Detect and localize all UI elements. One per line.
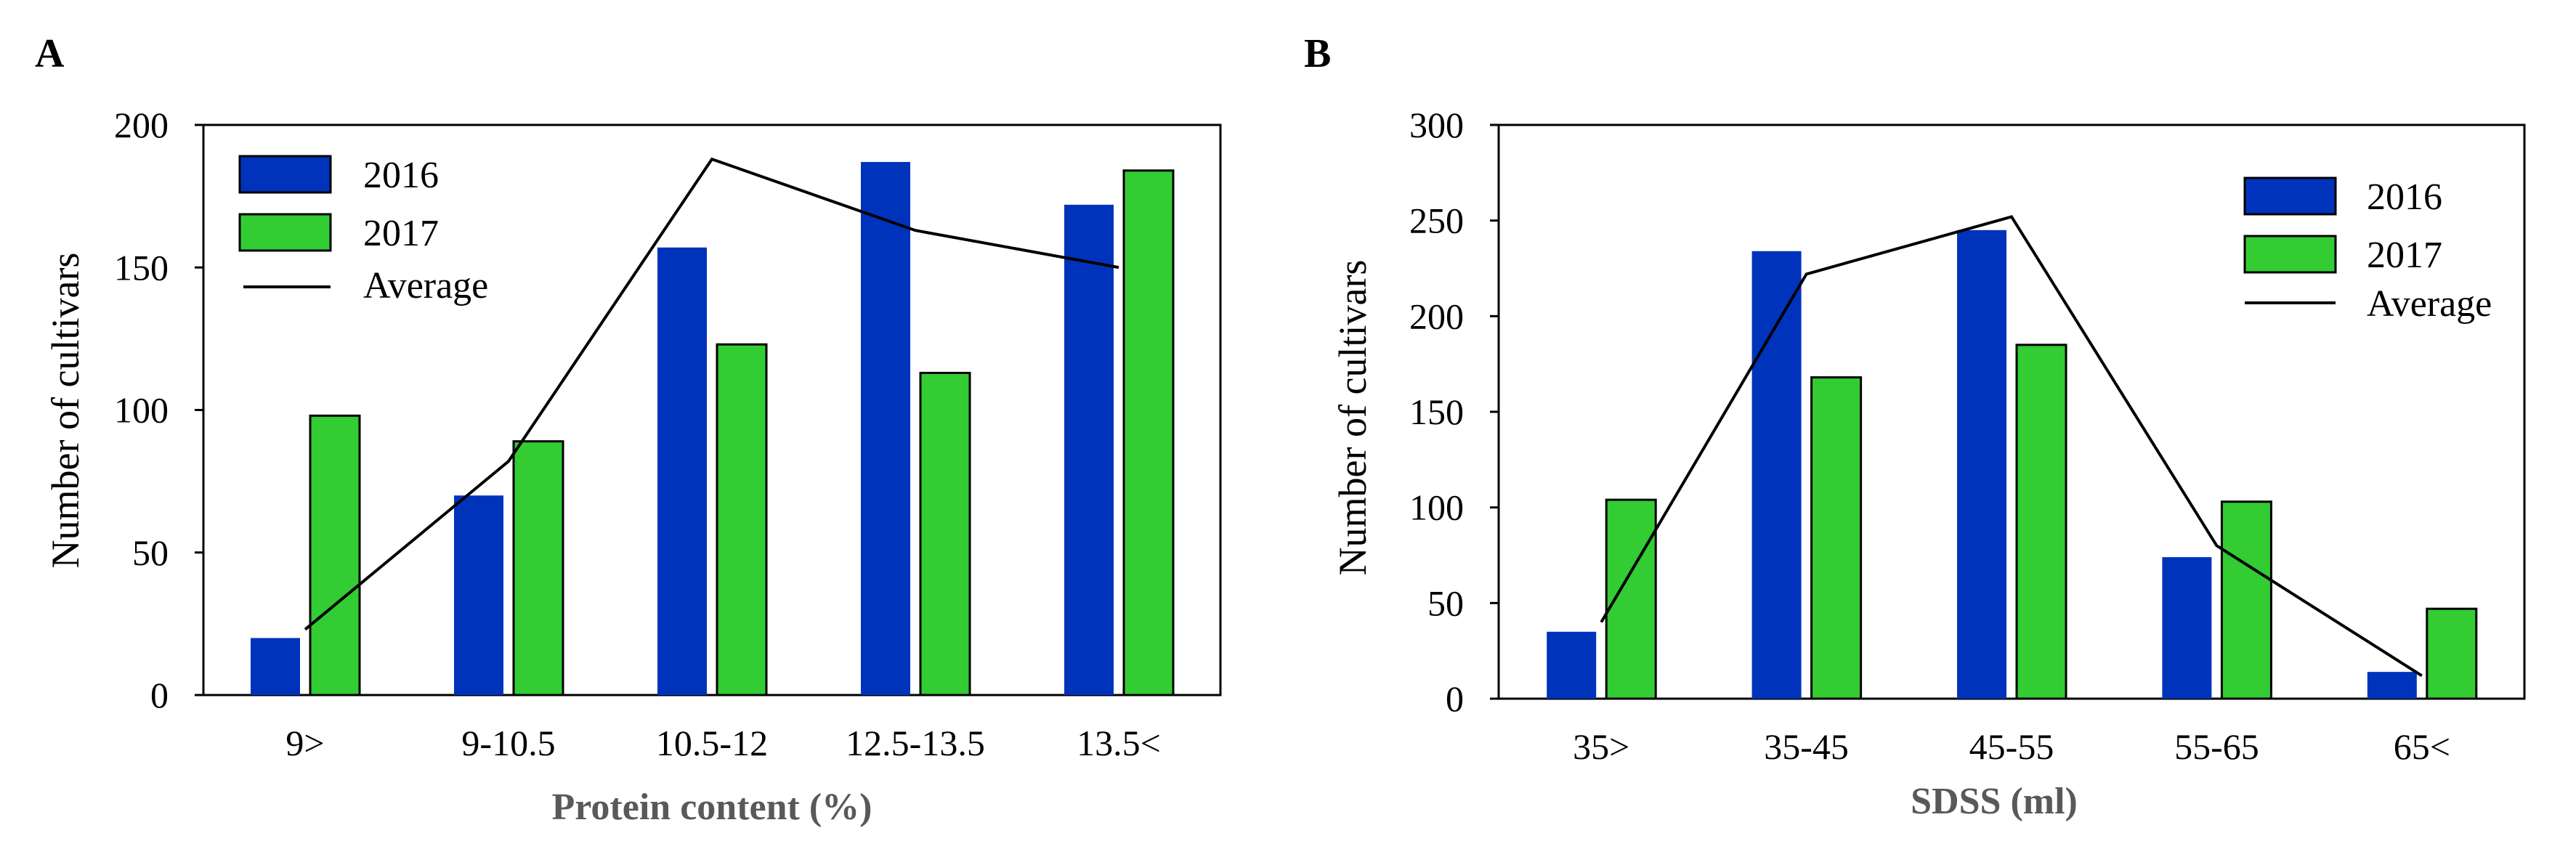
y-tick-label-150-b: 150: [1409, 391, 1464, 432]
y-tick-label-200-b: 200: [1409, 296, 1464, 336]
y-axis-label-b: Number of cultivars: [1331, 260, 1374, 576]
legend-label-2017-a: 2017: [363, 213, 439, 254]
y-tick-label-50-a: 50: [132, 532, 169, 573]
y-tick-label-100-a: 100: [114, 390, 169, 431]
bar-2016-45-55-b: [1957, 230, 2006, 699]
y-tick-label-200-a: 200: [114, 105, 169, 145]
bar-2017-65-b: [2426, 607, 2478, 700]
bar-2016-35-b: [1547, 631, 1597, 699]
x-tick-label-35-45-b: 35-45: [1764, 726, 1849, 767]
x-tick-label-45-55-b: 45-55: [1969, 726, 2054, 767]
panel-letter-a: A: [35, 31, 65, 76]
y-tick-label-300-b: 300: [1409, 105, 1464, 145]
x-tick-label-9-10-5-a: 9-10.5: [461, 723, 555, 763]
y-axis-label-a: Number of cultivars: [44, 253, 87, 569]
x-tick-label-13-5-a: 13.5<: [1077, 723, 1161, 763]
y-tick-label-150-a: 150: [114, 247, 169, 288]
legend-swatch-2016-b: [2243, 176, 2337, 216]
x-axis-label-b: SDSS (ml): [1911, 781, 2078, 822]
bar-2017-9-10-5-a: [512, 440, 564, 696]
bar-2017-55-65-b: [2220, 500, 2272, 700]
bar-2016-13-5-a: [1064, 204, 1114, 695]
bar-2016-12-5-13-5-a: [861, 162, 910, 695]
legend-swatch-2017-b: [2243, 235, 2337, 274]
chart-panel-b: B Number of cultivars SDSS (ml) 2016 201…: [1304, 31, 2526, 822]
y-tick-label-0-b: 0: [1446, 678, 1464, 719]
legend-label-2016-a: 2016: [363, 155, 439, 196]
bar-2017-9-a: [309, 414, 361, 696]
chart-panel-a: A Number of cultivars Protein content (%…: [35, 31, 1222, 828]
legend-label-2017-b: 2017: [2367, 235, 2442, 276]
bar-2017-10-5-12-a: [716, 343, 768, 696]
legend-swatch-2016-a: [238, 155, 332, 194]
x-tick-label-10-5-12-a: 10.5-12: [656, 723, 768, 763]
y-tick-label-50-b: 50: [1427, 582, 1464, 623]
bar-2016-10-5-12-a: [657, 247, 707, 695]
y-tick-label-250-b: 250: [1409, 200, 1464, 241]
bar-2017-12-5-13-5-a: [919, 371, 971, 696]
legend-label-average-b: Average: [2367, 283, 2492, 325]
series-line-average-b: [1600, 215, 2423, 678]
y-tick-label-0-a: 0: [150, 675, 169, 715]
bar-2016-9-a: [251, 638, 300, 695]
x-tick-label-12-5-13-5-a: 12.5-13.5: [846, 723, 985, 763]
bar-2016-55-65-b: [2162, 557, 2212, 699]
legend-b: 2016 2017 Average: [2243, 176, 2492, 325]
legend-a: 2016 2017 Average: [238, 155, 488, 306]
bar-2016-9-10-5-a: [454, 495, 503, 695]
panel-letter-b: B: [1304, 31, 1331, 76]
x-tick-label-55-65-b: 55-65: [2174, 726, 2259, 767]
legend-label-2016-b: 2016: [2367, 176, 2442, 218]
bar-2017-45-55-b: [2015, 344, 2067, 700]
bar-2017-13-5-a: [1122, 169, 1175, 696]
bar-2016-65-b: [2367, 672, 2417, 699]
x-tick-label-65-b: 65<: [2394, 726, 2450, 767]
x-tick-label-35-b: 35>: [1573, 726, 1629, 767]
bar-2016-35-45-b: [1751, 251, 1802, 699]
y-tick-label-100-b: 100: [1409, 487, 1464, 528]
legend-swatch-2017-a: [238, 213, 332, 252]
x-tick-label-9-a: 9>: [285, 723, 324, 763]
bar-2017-35-45-b: [1810, 376, 1863, 700]
legend-label-average-a: Average: [363, 265, 488, 306]
x-axis-label-a: Protein content (%): [552, 787, 872, 828]
